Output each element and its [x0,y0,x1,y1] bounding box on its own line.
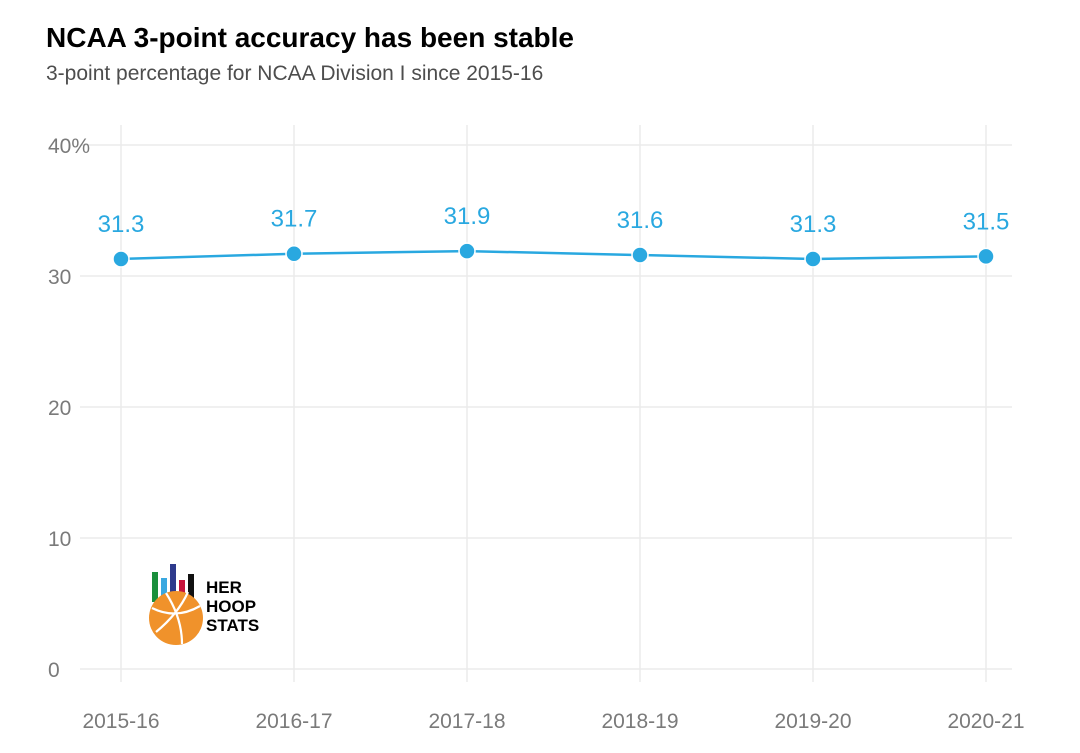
logo-text: HER HOOP STATS [206,578,259,635]
y-tick-label: 10 [48,528,71,551]
x-tick-label: 2016-17 [255,710,332,733]
her-hoop-stats-logo: HER HOOP STATS [148,562,278,652]
logo-text-line3: STATS [206,616,260,635]
x-axis-ticks: 2015-16 2016-17 2017-18 2018-19 2019-20 2020-… [82,710,1024,733]
data-point [458,242,476,260]
data-labels: 31.3 31.7 31.9 31.6 31.3 31.5 [98,203,1010,238]
data-point [631,246,649,264]
logo-text-line2: HOOP [206,597,257,616]
logo-text-line1: HER [206,578,242,597]
data-label: 31.6 [617,207,664,234]
chart-subtitle: 3-point percentage for NCAA Division I s… [46,62,544,85]
y-tick-label: 0 [48,659,60,682]
x-tick-label: 2017-18 [428,710,505,733]
y-axis-ticks: 0 10 20 30 40% [48,135,90,682]
data-point [112,250,130,268]
x-tick-label: 2020-21 [947,710,1024,733]
chart-title: NCAA 3-point accuracy has been stable [46,22,575,53]
data-label: 31.9 [444,203,491,230]
logo-bars-ball-icon [149,564,203,645]
y-tick-label: 20 [48,397,71,420]
data-label: 31.7 [271,206,318,233]
y-tick-label: 30 [48,266,71,289]
x-tick-label: 2018-19 [601,710,678,733]
series-points [112,242,995,268]
x-tick-label: 2015-16 [82,710,159,733]
series-line [120,249,987,261]
data-label: 31.5 [963,208,1010,235]
data-point [977,247,995,266]
y-tick-label: 40% [48,135,90,158]
x-tick-label: 2019-20 [774,710,851,733]
grid-lines [80,125,1012,682]
data-point [804,250,822,268]
data-label: 31.3 [98,211,145,238]
series-polyline [120,249,987,261]
data-point [285,244,303,263]
data-label: 31.3 [790,211,837,238]
